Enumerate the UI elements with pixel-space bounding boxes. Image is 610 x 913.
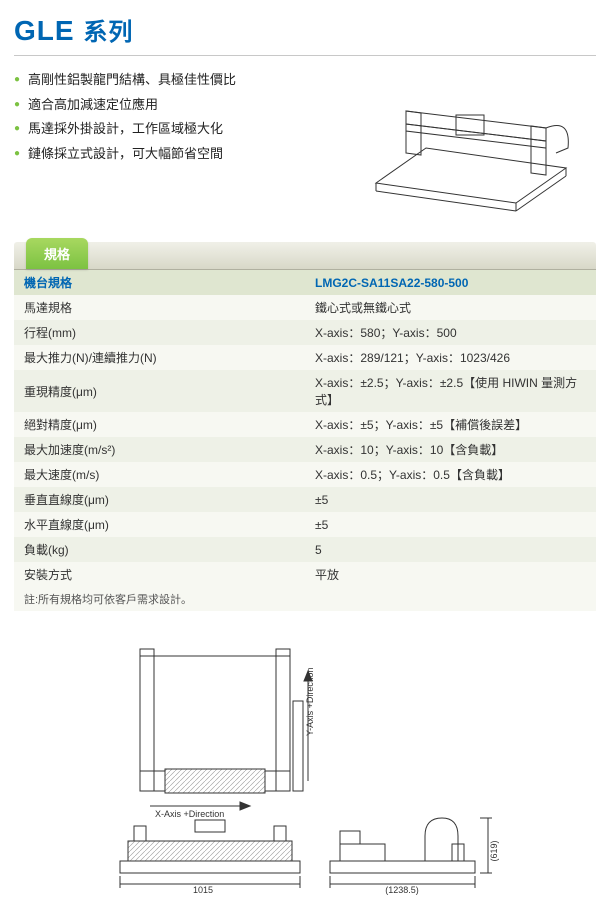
- spec-key: 負載(kg): [14, 537, 305, 562]
- title-en: GLE: [14, 15, 75, 46]
- list-item: 適合高加減速定位應用: [14, 93, 326, 118]
- spec-table: 機台規格 LMG2C-SA11SA22-580-500 馬達規格鐵心式或無鐵心式…: [14, 270, 596, 587]
- dim-height: (619): [489, 840, 499, 861]
- table-row: 水平直線度(μm)±5: [14, 512, 596, 537]
- section-bar: 規格: [14, 242, 596, 270]
- spec-val: X-axis：580；Y-axis：500: [305, 320, 596, 345]
- table-row: 絕對精度(μm)X-axis：±5；Y-axis：±5【補償後誤差】: [14, 412, 596, 437]
- spec-tab: 規格: [26, 238, 88, 269]
- spec-key: 最大速度(m/s): [14, 462, 305, 487]
- table-row: 負載(kg)5: [14, 537, 596, 562]
- isometric-diagram: [336, 68, 596, 218]
- title-divider: [14, 55, 596, 56]
- spec-key: 水平直線度(μm): [14, 512, 305, 537]
- spec-val: X-axis：±2.5；Y-axis：±2.5【使用 HIWIN 量測方式】: [305, 370, 596, 412]
- spec-val: X-axis：±5；Y-axis：±5【補償後誤差】: [305, 412, 596, 437]
- dimension-drawings: Y-Axis +Direction X-Axis +Direction 1015: [95, 641, 515, 901]
- spec-key: 最大加速度(m/s²): [14, 437, 305, 462]
- spec-val: X-axis：10；Y-axis：10【含負載】: [305, 437, 596, 462]
- spec-note: 註:所有規格均可依客戶需求設計。: [14, 587, 596, 611]
- table-header-row: 機台規格 LMG2C-SA11SA22-580-500: [14, 270, 596, 295]
- table-row: 垂直直線度(μm)±5: [14, 487, 596, 512]
- spec-key: 行程(mm): [14, 320, 305, 345]
- spec-val: ±5: [305, 487, 596, 512]
- list-item: 馬達採外掛設計，工作區域極大化: [14, 117, 326, 142]
- spec-val: X-axis：0.5；Y-axis：0.5【含負載】: [305, 462, 596, 487]
- spec-val: 鐵心式或無鐵心式: [305, 295, 596, 320]
- table-row: 安裝方式平放: [14, 562, 596, 587]
- table-header-label: 機台規格: [14, 270, 305, 295]
- spec-key: 馬達規格: [14, 295, 305, 320]
- spec-val: 平放: [305, 562, 596, 587]
- table-row: 最大速度(m/s)X-axis：0.5；Y-axis：0.5【含負載】: [14, 462, 596, 487]
- spec-key: 安裝方式: [14, 562, 305, 587]
- dim-left: 1015: [193, 885, 213, 895]
- list-item: 高剛性鋁製龍門結構、具極佳性價比: [14, 68, 326, 93]
- page-title: GLE 系列: [14, 12, 596, 47]
- spec-key: 絕對精度(μm): [14, 412, 305, 437]
- top-area: 高剛性鋁製龍門結構、具極佳性價比 適合高加減速定位應用 馬達採外掛設計，工作區域…: [14, 68, 596, 218]
- table-header-model: LMG2C-SA11SA22-580-500: [305, 270, 596, 295]
- spec-key: 最大推力(N)/連續推力(N): [14, 345, 305, 370]
- diagram-area: Y-Axis +Direction X-Axis +Direction 1015: [14, 641, 596, 901]
- table-row: 重現精度(μm)X-axis：±2.5；Y-axis：±2.5【使用 HIWIN…: [14, 370, 596, 412]
- feature-list: 高剛性鋁製龍門結構、具極佳性價比 適合高加減速定位應用 馬達採外掛設計，工作區域…: [14, 68, 326, 218]
- table-row: 最大推力(N)/連續推力(N)X-axis：289/121；Y-axis：102…: [14, 345, 596, 370]
- list-item: 鏈條採立式設計，可大幅節省空間: [14, 142, 326, 167]
- table-row: 最大加速度(m/s²)X-axis：10；Y-axis：10【含負載】: [14, 437, 596, 462]
- x-axis-label: X-Axis +Direction: [155, 809, 224, 819]
- dim-right: (1238.5): [385, 885, 419, 895]
- spec-val: X-axis：289/121；Y-axis：1023/426: [305, 345, 596, 370]
- table-row: 行程(mm)X-axis：580；Y-axis：500: [14, 320, 596, 345]
- table-row: 馬達規格鐵心式或無鐵心式: [14, 295, 596, 320]
- title-cn: 系列: [83, 19, 133, 46]
- spec-val: 5: [305, 537, 596, 562]
- spec-val: ±5: [305, 512, 596, 537]
- spec-key: 垂直直線度(μm): [14, 487, 305, 512]
- spec-key: 重現精度(μm): [14, 370, 305, 412]
